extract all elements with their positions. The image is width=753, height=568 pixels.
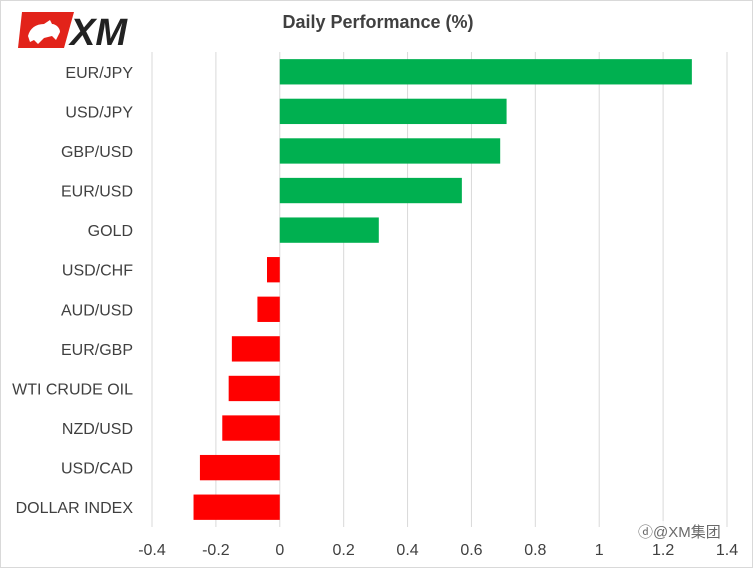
bar — [279, 217, 379, 243]
category-label: GOLD — [88, 223, 133, 240]
xm-logo: XM — [18, 12, 128, 50]
bar — [279, 177, 462, 204]
category-label: USD/CAD — [61, 461, 133, 478]
bar — [199, 454, 280, 481]
chart-title: Daily Performance (%) — [282, 12, 474, 32]
category-label: DOLLAR INDEX — [16, 500, 134, 517]
bar — [222, 415, 280, 441]
bar — [279, 59, 692, 85]
category-label: EUR/USD — [61, 184, 133, 201]
x-tick-label: 1 — [595, 542, 604, 559]
x-tick-label: -0.2 — [202, 542, 230, 559]
bull-icon — [28, 20, 60, 44]
category-label: NZD/USD — [62, 421, 133, 438]
category-label: USD/JPY — [65, 104, 133, 121]
watermark: ⓓ@XM集团 — [636, 521, 723, 542]
bar — [231, 336, 280, 362]
x-tick-label: 1.4 — [716, 542, 738, 559]
bar — [279, 138, 501, 164]
category-label: EUR/JPY — [65, 65, 133, 82]
bar — [279, 98, 507, 125]
bar — [193, 494, 280, 520]
x-tick-label: 0.6 — [460, 542, 482, 559]
category-label: GBP/USD — [61, 144, 133, 161]
x-tick-label: 1.2 — [652, 542, 674, 559]
x-tick-label: 0.2 — [333, 542, 355, 559]
logo-text: XM — [68, 12, 128, 50]
category-label: USD/CHF — [62, 263, 133, 280]
x-tick-label: -0.4 — [138, 542, 166, 559]
x-tick-label: 0.8 — [524, 542, 546, 559]
x-tick-label: 0 — [275, 542, 284, 559]
category-label: EUR/GBP — [61, 342, 133, 359]
bar — [267, 257, 280, 283]
category-label: AUD/USD — [61, 302, 133, 319]
category-label: WTI CRUDE OIL — [12, 381, 133, 398]
bar — [228, 375, 280, 402]
bar — [257, 296, 280, 322]
x-tick-label: 0.4 — [396, 542, 418, 559]
